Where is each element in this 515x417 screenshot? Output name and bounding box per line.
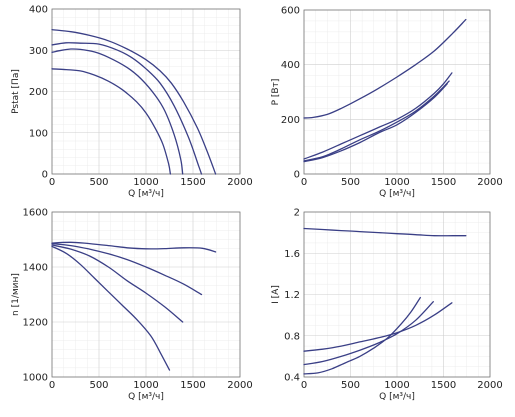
y-tick-label: 100: [29, 128, 48, 139]
plot-frame: [303, 9, 491, 175]
curve-series-1: [51, 241, 217, 253]
x-tick-label: 1000: [133, 177, 158, 188]
x-tick-label: 2000: [477, 380, 502, 391]
y-tick-label: 1400: [23, 263, 48, 274]
curve-series-2: [303, 302, 453, 352]
chart-4: 0 500 1000 1500 2000 0.4 0.8 1.2 1.6 2 Q [м³/ч] I […: [271, 208, 503, 403]
curve-series-3: [51, 244, 184, 323]
curve-series-3: [303, 80, 450, 162]
y-tick-label: 1.6: [284, 249, 300, 260]
y-tick-label: 400: [29, 5, 48, 16]
y-tick-label: 2: [294, 208, 300, 219]
chart-2: 0 500 1000 1500 2000 0 200 400 600 Q [м³/ч] P [Вт]: [271, 6, 503, 200]
x-axis-label: Q [м³/ч]: [128, 189, 164, 199]
plot-frame: [303, 211, 491, 378]
chart-3: 0 500 1000 1500 2000 1000 1200 1400 1600 Q [м³/ч]…: [11, 208, 253, 403]
x-tick-label: 2000: [227, 177, 252, 188]
y-tick-label: 200: [281, 115, 300, 126]
curve-series-1: [51, 28, 217, 175]
x-tick-label: 0: [301, 380, 307, 391]
y-tick-label: 600: [281, 6, 300, 17]
curve-series-4: [51, 245, 171, 371]
y-tick-label: 200: [29, 87, 48, 98]
x-tick-label: 1000: [133, 380, 158, 391]
x-tick-label: 500: [341, 380, 360, 391]
curve-series-1: [303, 18, 467, 119]
x-tick-label: 0: [301, 177, 307, 188]
y-axis-label: n [1/мин]: [11, 273, 21, 316]
x-tick-label: 500: [89, 177, 108, 188]
y-tick-label: 400: [281, 60, 300, 71]
x-tick-label: 2000: [227, 380, 252, 391]
x-tick-label: 1500: [431, 177, 456, 188]
x-axis-label: Q [м³/ч]: [128, 392, 164, 402]
curve-series-2: [51, 242, 203, 296]
x-tick-label: 1000: [384, 177, 409, 188]
curve-series-4: [51, 68, 172, 175]
y-axis-label: P [Вт]: [271, 79, 281, 106]
curve-series-2: [303, 72, 453, 160]
y-axis-label: Pstat [Па]: [11, 69, 21, 114]
curve-series-4: [303, 83, 448, 163]
y-tick-label: 1000: [23, 373, 48, 384]
plot-frame: [51, 211, 241, 378]
x-axis-label: Q [м³/ч]: [379, 392, 415, 402]
x-tick-label: 500: [341, 177, 360, 188]
y-tick-label: 0: [294, 170, 300, 181]
y-tick-label: 0.8: [284, 331, 300, 342]
y-tick-label: 1.2: [284, 290, 300, 301]
x-tick-label: 500: [89, 380, 108, 391]
y-tick-label: 0.4: [284, 373, 300, 384]
curve-series-1: [303, 227, 467, 237]
x-tick-label: 1000: [384, 380, 409, 391]
y-tick-label: 0: [42, 170, 48, 181]
plot-frame: [51, 8, 241, 175]
x-tick-label: 1500: [180, 177, 205, 188]
y-axis-label: I [A]: [271, 285, 281, 304]
x-tick-label: 0: [49, 177, 55, 188]
curve-series-4: [303, 296, 421, 375]
curve-series-2: [51, 42, 203, 175]
y-tick-label: 1200: [23, 318, 48, 329]
x-tick-label: 0: [49, 380, 55, 391]
x-tick-label: 1500: [180, 380, 205, 391]
curve-series-3: [51, 48, 184, 175]
curve-series-3: [303, 301, 434, 366]
x-tick-label: 2000: [477, 177, 502, 188]
x-axis-label: Q [м³/ч]: [379, 189, 415, 199]
y-tick-label: 1600: [23, 208, 48, 219]
x-tick-label: 1500: [431, 380, 456, 391]
chart-1: 0 500 1000 1500 2000 0 100 200 300 400 Q [м³/ч] Pst…: [11, 5, 253, 200]
y-tick-label: 300: [29, 46, 48, 57]
